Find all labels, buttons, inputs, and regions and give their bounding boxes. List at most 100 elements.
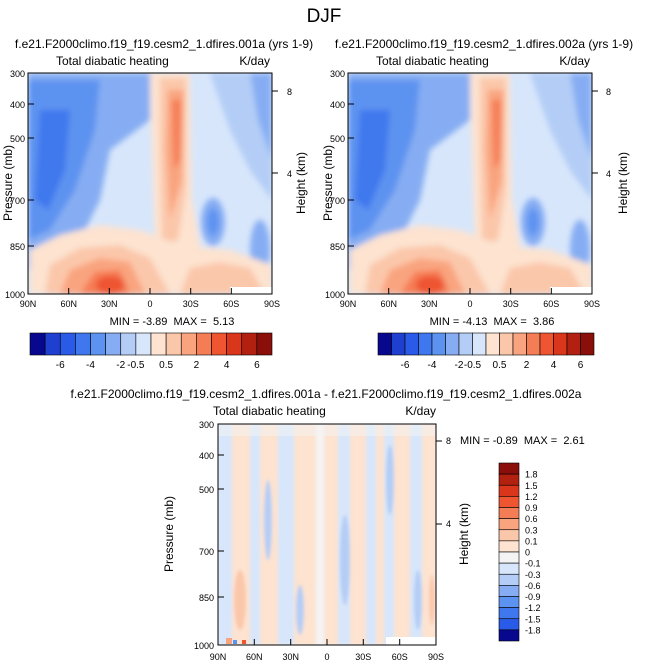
panel-2-xtick: 30N xyxy=(421,299,438,309)
panel-1-xtick: 30S xyxy=(183,299,199,309)
colorbar-difference-label: -1.2 xyxy=(525,603,541,613)
colorbar-top-right-swatch xyxy=(526,332,541,356)
panel-1-xtick: 60S xyxy=(223,299,239,309)
panel-2: f.e21.F2000climo.f19_f19.cesm2_1.dfires.… xyxy=(321,37,633,328)
colorbar-difference-swatch xyxy=(498,507,520,519)
colorbar-top-left-swatch xyxy=(29,332,46,356)
colorbar-difference-swatch xyxy=(498,496,520,508)
colorbar-difference-swatch xyxy=(498,540,520,553)
colorbar-top-right: -6 -4 -2 -0.5 0.5 2 4 6 xyxy=(377,332,595,371)
panel-1-height-tick: 4 xyxy=(287,169,292,179)
colorbar-top-right-label: -6 xyxy=(401,360,410,371)
panel-2-stats: MIN = -4.13 MAX = 3.86 xyxy=(430,316,555,328)
colorbar-difference-label: 0.9 xyxy=(525,503,538,513)
colorbar-top-right-swatch xyxy=(472,332,487,356)
colorbar-difference-swatch xyxy=(498,585,520,597)
colorbar-difference-label: -0.9 xyxy=(525,592,541,602)
colorbar-top-left-swatch xyxy=(165,332,182,356)
colorbar-top-left-swatch xyxy=(180,332,197,356)
colorbar-top-right-swatch xyxy=(580,332,595,356)
colorbar-top-right-swatch xyxy=(404,332,419,356)
colorbar-top-right-label: 4 xyxy=(551,360,557,371)
colorbar-difference-swatch xyxy=(498,462,520,475)
colorbar-top-left-swatch xyxy=(59,332,76,356)
panel-1-height-tick: 8 xyxy=(287,87,292,97)
colorbar-difference-swatch xyxy=(498,607,520,620)
panel-2-ylabel: Pressure (mb) xyxy=(321,145,335,221)
panel-1-xtick: 90N xyxy=(20,299,37,309)
panel-1: f.e21.F2000climo.f19_f19.cesm2_1.dfires.… xyxy=(1,37,313,328)
colorbar-top-right-label: -0.5 xyxy=(464,360,482,371)
colorbar-top-right-label: -4 xyxy=(428,360,437,371)
colorbar-top-left-label: -4 xyxy=(86,360,95,371)
colorbar-difference-label: 1.2 xyxy=(525,492,538,502)
panel-3-subtitle-left: Total diabatic heating xyxy=(213,404,326,418)
colorbar-top-right-swatch xyxy=(391,332,406,356)
panel-1-xtick: 90S xyxy=(264,299,280,309)
figure-title: DJF xyxy=(307,6,342,27)
panel-3-x-axis: 90N 60N 30N 0 30S 60S 90S xyxy=(210,639,444,662)
panel-2-xtick: 0 xyxy=(467,299,472,309)
colorbar-difference-label: 0.3 xyxy=(525,525,538,535)
panel-1-ytick: 300 xyxy=(10,69,25,79)
panel-3-stats: MIN = -0.89 MAX = 2.61 xyxy=(460,435,585,447)
colorbar-top-right-label: 6 xyxy=(578,360,584,371)
panel-2-xtick: 60S xyxy=(543,299,559,309)
colorbar-top-right-swatch xyxy=(431,332,446,356)
colorbar-top-left-swatch xyxy=(150,332,167,356)
colorbar-difference-swatch xyxy=(498,551,520,564)
colorbar-top-right-label: -2 xyxy=(455,360,464,371)
panel-1-height-axis: 8 4 xyxy=(272,87,292,179)
panel-3-ylabel-right: Height (km) xyxy=(457,503,471,565)
panel-2-ytick: 1000 xyxy=(325,290,345,300)
panel-2-xtick: 90S xyxy=(584,299,600,309)
colorbar-difference-swatch xyxy=(498,618,520,631)
colorbar-top-right-swatch xyxy=(418,332,433,356)
panel-3-height-tick: 4 xyxy=(446,519,451,529)
panel-2-ytick: 850 xyxy=(330,242,345,252)
colorbar-difference-swatch xyxy=(498,529,520,542)
panel-2-height-tick: 4 xyxy=(606,169,611,179)
colorbar-difference-swatch xyxy=(498,629,520,642)
panel-1-y-axis: 300 400 500 700 850 1000 xyxy=(5,69,34,300)
colorbar-difference-label: -0.6 xyxy=(525,581,541,591)
panel-2-ytick: 400 xyxy=(330,100,345,110)
panel-1-subtitle-right: K/day xyxy=(239,54,270,68)
panel-3-ytick: 700 xyxy=(199,547,214,557)
colorbar-top-left-label: -6 xyxy=(56,360,65,371)
panel-1-title: f.e21.F2000climo.f19_f19.cesm2_1.dfires.… xyxy=(15,37,313,51)
colorbar-top-left-swatch xyxy=(196,332,212,356)
panel-3-xtick: 60N xyxy=(246,652,263,662)
panel-3-ylabel: Pressure (mb) xyxy=(162,496,176,572)
colorbar-top-right-label: 2 xyxy=(524,360,530,371)
colorbar-top-right-swatch xyxy=(512,332,527,356)
colorbar-top-left-swatch xyxy=(44,332,61,356)
colorbar-difference-label: -0.3 xyxy=(525,570,541,580)
colorbar-top-left-swatch xyxy=(90,332,106,356)
colorbar-top-left-label: 4 xyxy=(224,360,230,371)
colorbar-difference-label: 0 xyxy=(525,548,530,558)
colorbar-difference-swatch xyxy=(498,573,520,586)
panel-1-xtick: 60N xyxy=(60,299,77,309)
panel-2-xtick: 30S xyxy=(503,299,519,309)
colorbar-top-left-swatch xyxy=(105,332,122,356)
colorbar-difference-label: -0.1 xyxy=(525,559,541,569)
colorbar-top-left-swatch xyxy=(75,332,91,356)
colorbar-top-left-swatch xyxy=(211,332,227,356)
colorbar-difference-label: 1.8 xyxy=(525,470,538,480)
panel-2-field xyxy=(348,73,592,294)
panel-1-field xyxy=(28,73,272,294)
panel-3-ytick: 300 xyxy=(199,420,214,430)
panel-2-x-axis: 90N 60N 30N 0 30S 60S 90S xyxy=(340,288,600,309)
panel-1-xtick: 0 xyxy=(147,299,152,309)
panel-3-height-axis: 8 4 xyxy=(436,436,451,529)
panel-2-height-axis: 8 4 xyxy=(592,87,611,179)
panel-2-height-tick: 8 xyxy=(606,87,611,97)
colorbar-top-left-label: 2 xyxy=(194,360,200,371)
colorbar-top-right-label: 0.5 xyxy=(493,360,507,371)
panel-3-y-axis: 300 400 500 700 850 1000 xyxy=(194,420,224,651)
panel-1-ytick: 500 xyxy=(10,134,25,144)
colorbar-top-right-swatch xyxy=(539,332,554,356)
panel-3-xtick: 90N xyxy=(210,652,227,662)
panel-1-subtitle-left: Total diabatic heating xyxy=(56,54,169,68)
